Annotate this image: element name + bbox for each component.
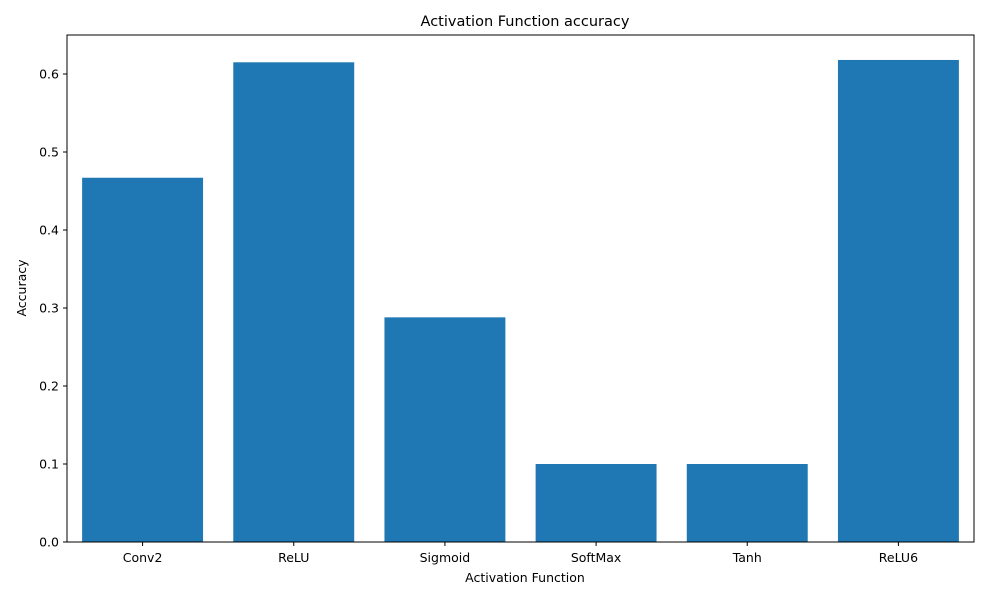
- bar-relu: [233, 62, 355, 543]
- bars-group: [82, 59, 959, 543]
- x-tick-label: SoftMax: [571, 550, 622, 565]
- x-ticks-group: Conv2 ReLU Sigmoid SoftMax Tanh ReLU6: [123, 542, 918, 565]
- y-tick-label: 0.1: [39, 457, 59, 472]
- y-axis-label: Accuracy: [14, 259, 29, 317]
- x-tick-label: Tanh: [732, 550, 762, 565]
- y-tick-label: 0.0: [39, 535, 59, 550]
- bar-sigmoid: [384, 317, 506, 542]
- x-tick-label: Sigmoid: [420, 550, 471, 565]
- y-ticks-group: 0.0 0.1 0.2 0.3 0.4 0.5 0.6: [39, 67, 67, 550]
- x-axis-label: Activation Function: [465, 570, 585, 585]
- y-tick-label: 0.2: [39, 379, 59, 394]
- bar-tanh: [686, 464, 808, 542]
- y-tick-label: 0.4: [39, 223, 59, 238]
- bar-relu6: [837, 59, 959, 543]
- x-tick-label: ReLU: [278, 550, 309, 565]
- x-tick-label: Conv2: [123, 550, 163, 565]
- chart-title: Activation Function accuracy: [421, 14, 630, 30]
- bar-conv2: [82, 177, 204, 543]
- y-tick-label: 0.5: [39, 145, 59, 160]
- y-tick-label: 0.3: [39, 301, 59, 316]
- bar-softmax: [535, 464, 657, 542]
- plot-frame: [66, 34, 975, 543]
- x-tick-label: ReLU6: [879, 550, 918, 565]
- y-tick-label: 0.6: [39, 67, 59, 82]
